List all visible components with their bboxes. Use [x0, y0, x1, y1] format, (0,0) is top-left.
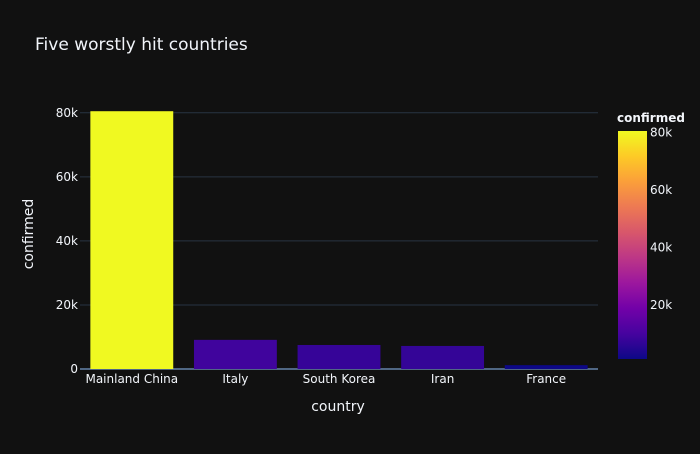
colorbar-title: confirmed [617, 111, 685, 125]
x-tick-label: Mainland China [85, 372, 178, 386]
x-axis-ticks: Mainland China Italy South Korea Iran France [85, 372, 566, 386]
colorbar: confirmed 20k 40k 60k 80k [617, 111, 685, 359]
x-tick-label: Iran [431, 372, 454, 386]
colorbar-gradient [618, 131, 647, 359]
colorbar-tick-label: 80k [650, 125, 672, 139]
bar[interactable] [90, 111, 174, 369]
chart-title: Five worstly hit countries [35, 35, 248, 55]
y-tick-label: 60k [56, 170, 78, 184]
colorbar-tick-label: 20k [650, 298, 672, 312]
x-tick-label: Italy [222, 372, 248, 386]
colorbar-tick-label: 40k [650, 240, 672, 254]
y-axis-ticks: 0 20k 40k 60k 80k [56, 106, 78, 376]
bar[interactable] [401, 345, 485, 369]
y-tick-label: 80k [56, 106, 78, 120]
x-tick-label: France [526, 372, 566, 386]
bar[interactable] [297, 344, 381, 369]
x-axis-title: country [311, 399, 365, 415]
y-axis-title: confirmed [21, 199, 37, 270]
x-tick-label: South Korea [303, 372, 376, 386]
y-tick-label: 20k [56, 298, 78, 312]
y-tick-label: 40k [56, 234, 78, 248]
y-tick-label: 0 [70, 362, 78, 376]
colorbar-ticks: 20k 40k 60k 80k [650, 125, 672, 312]
bar[interactable] [504, 365, 588, 369]
bars [90, 111, 588, 369]
colorbar-tick-label: 60k [650, 183, 672, 197]
bar[interactable] [193, 339, 277, 369]
